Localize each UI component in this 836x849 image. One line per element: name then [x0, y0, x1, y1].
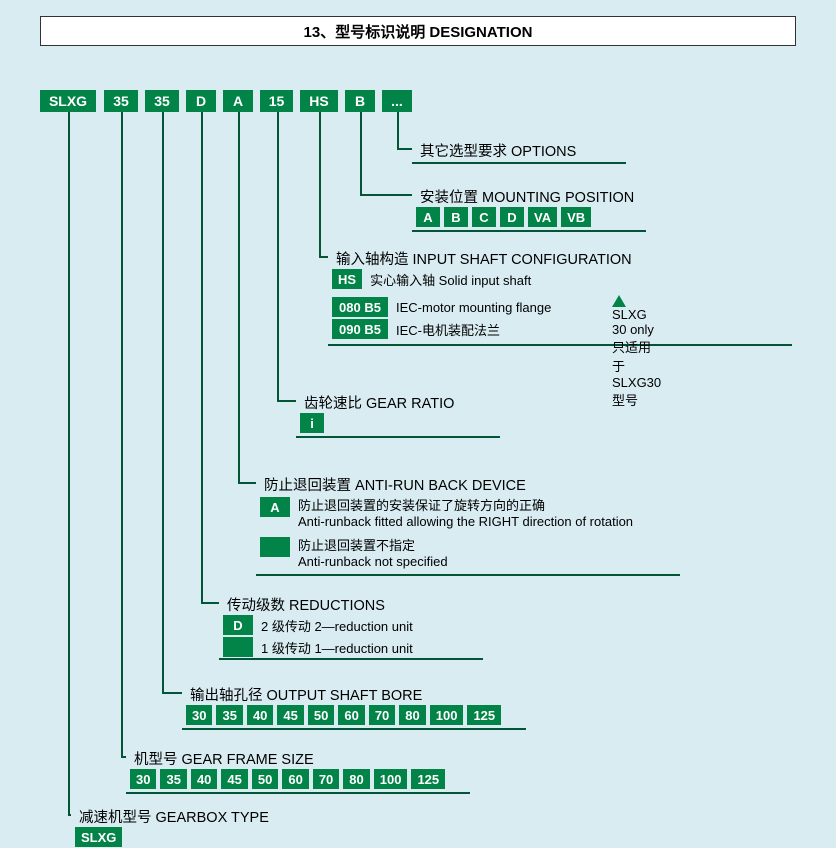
option-box: 80 — [399, 705, 425, 725]
section-options: 其它选型要求 OPTIONS — [416, 140, 576, 161]
option-box: 50 — [252, 769, 278, 789]
section-outputBore: 输出轴孔径 OUTPUT SHAFT BORE30354045506070801… — [186, 684, 505, 727]
option-box: i — [300, 413, 324, 433]
code-segment-2: 35 — [145, 90, 179, 112]
section-reductions: 传动级数 REDUCTIONSD2 级传动 2—reduction unit 1… — [223, 594, 413, 659]
option-box: B — [444, 207, 468, 227]
code-segment-4: A — [223, 90, 253, 112]
code-segment-8: ... — [382, 90, 412, 112]
option-box: 35 — [216, 705, 242, 725]
section-frameSize: 机型号 GEAR FRAME SIZE303540455060708010012… — [130, 748, 449, 791]
option-box: 60 — [282, 769, 308, 789]
section-gearboxType: 减速机型号 GEARBOX TYPESLXG — [75, 806, 269, 849]
code-segment-3: D — [186, 90, 216, 112]
option-box: 40 — [247, 705, 273, 725]
code-segment-7: B — [345, 90, 375, 112]
option-box: 100 — [430, 705, 464, 725]
option-box: VB — [561, 207, 591, 227]
option-box: A — [416, 207, 440, 227]
option-box: SLXG — [75, 827, 122, 847]
code-segment-5: 15 — [260, 90, 293, 112]
option-box: VA — [528, 207, 557, 227]
option-box: 70 — [313, 769, 339, 789]
section-antiRun: 防止退回装置 ANTI-RUN BACK DEVICEA防止退回装置的安装保证了… — [260, 474, 633, 575]
option-box: 30 — [130, 769, 156, 789]
code-segment-1: 35 — [104, 90, 138, 112]
option-box: 45 — [277, 705, 303, 725]
section-inputShaft: 输入轴构造 INPUT SHAFT CONFIGURATIONHS实心输入轴 S… — [332, 248, 632, 341]
option-box: 70 — [369, 705, 395, 725]
section-mounting: 安装位置 MOUNTING POSITIONABCDVAVB — [416, 186, 634, 229]
option-box: 30 — [186, 705, 212, 725]
option-box: 125 — [411, 769, 445, 789]
title-bar: 13、型号标识说明 DESIGNATION — [40, 16, 796, 46]
code-segment-6: HS — [300, 90, 338, 112]
option-box: 60 — [338, 705, 364, 725]
option-box: 40 — [191, 769, 217, 789]
option-box: 35 — [160, 769, 186, 789]
option-box: 100 — [374, 769, 408, 789]
option-box: 45 — [221, 769, 247, 789]
option-box: C — [472, 207, 496, 227]
option-box: 125 — [467, 705, 501, 725]
code-segment-0: SLXG — [40, 90, 96, 112]
option-box: 50 — [308, 705, 334, 725]
section-gearRatio: 齿轮速比 GEAR RATIOi — [300, 392, 454, 435]
option-box: 80 — [343, 769, 369, 789]
option-box: D — [500, 207, 524, 227]
